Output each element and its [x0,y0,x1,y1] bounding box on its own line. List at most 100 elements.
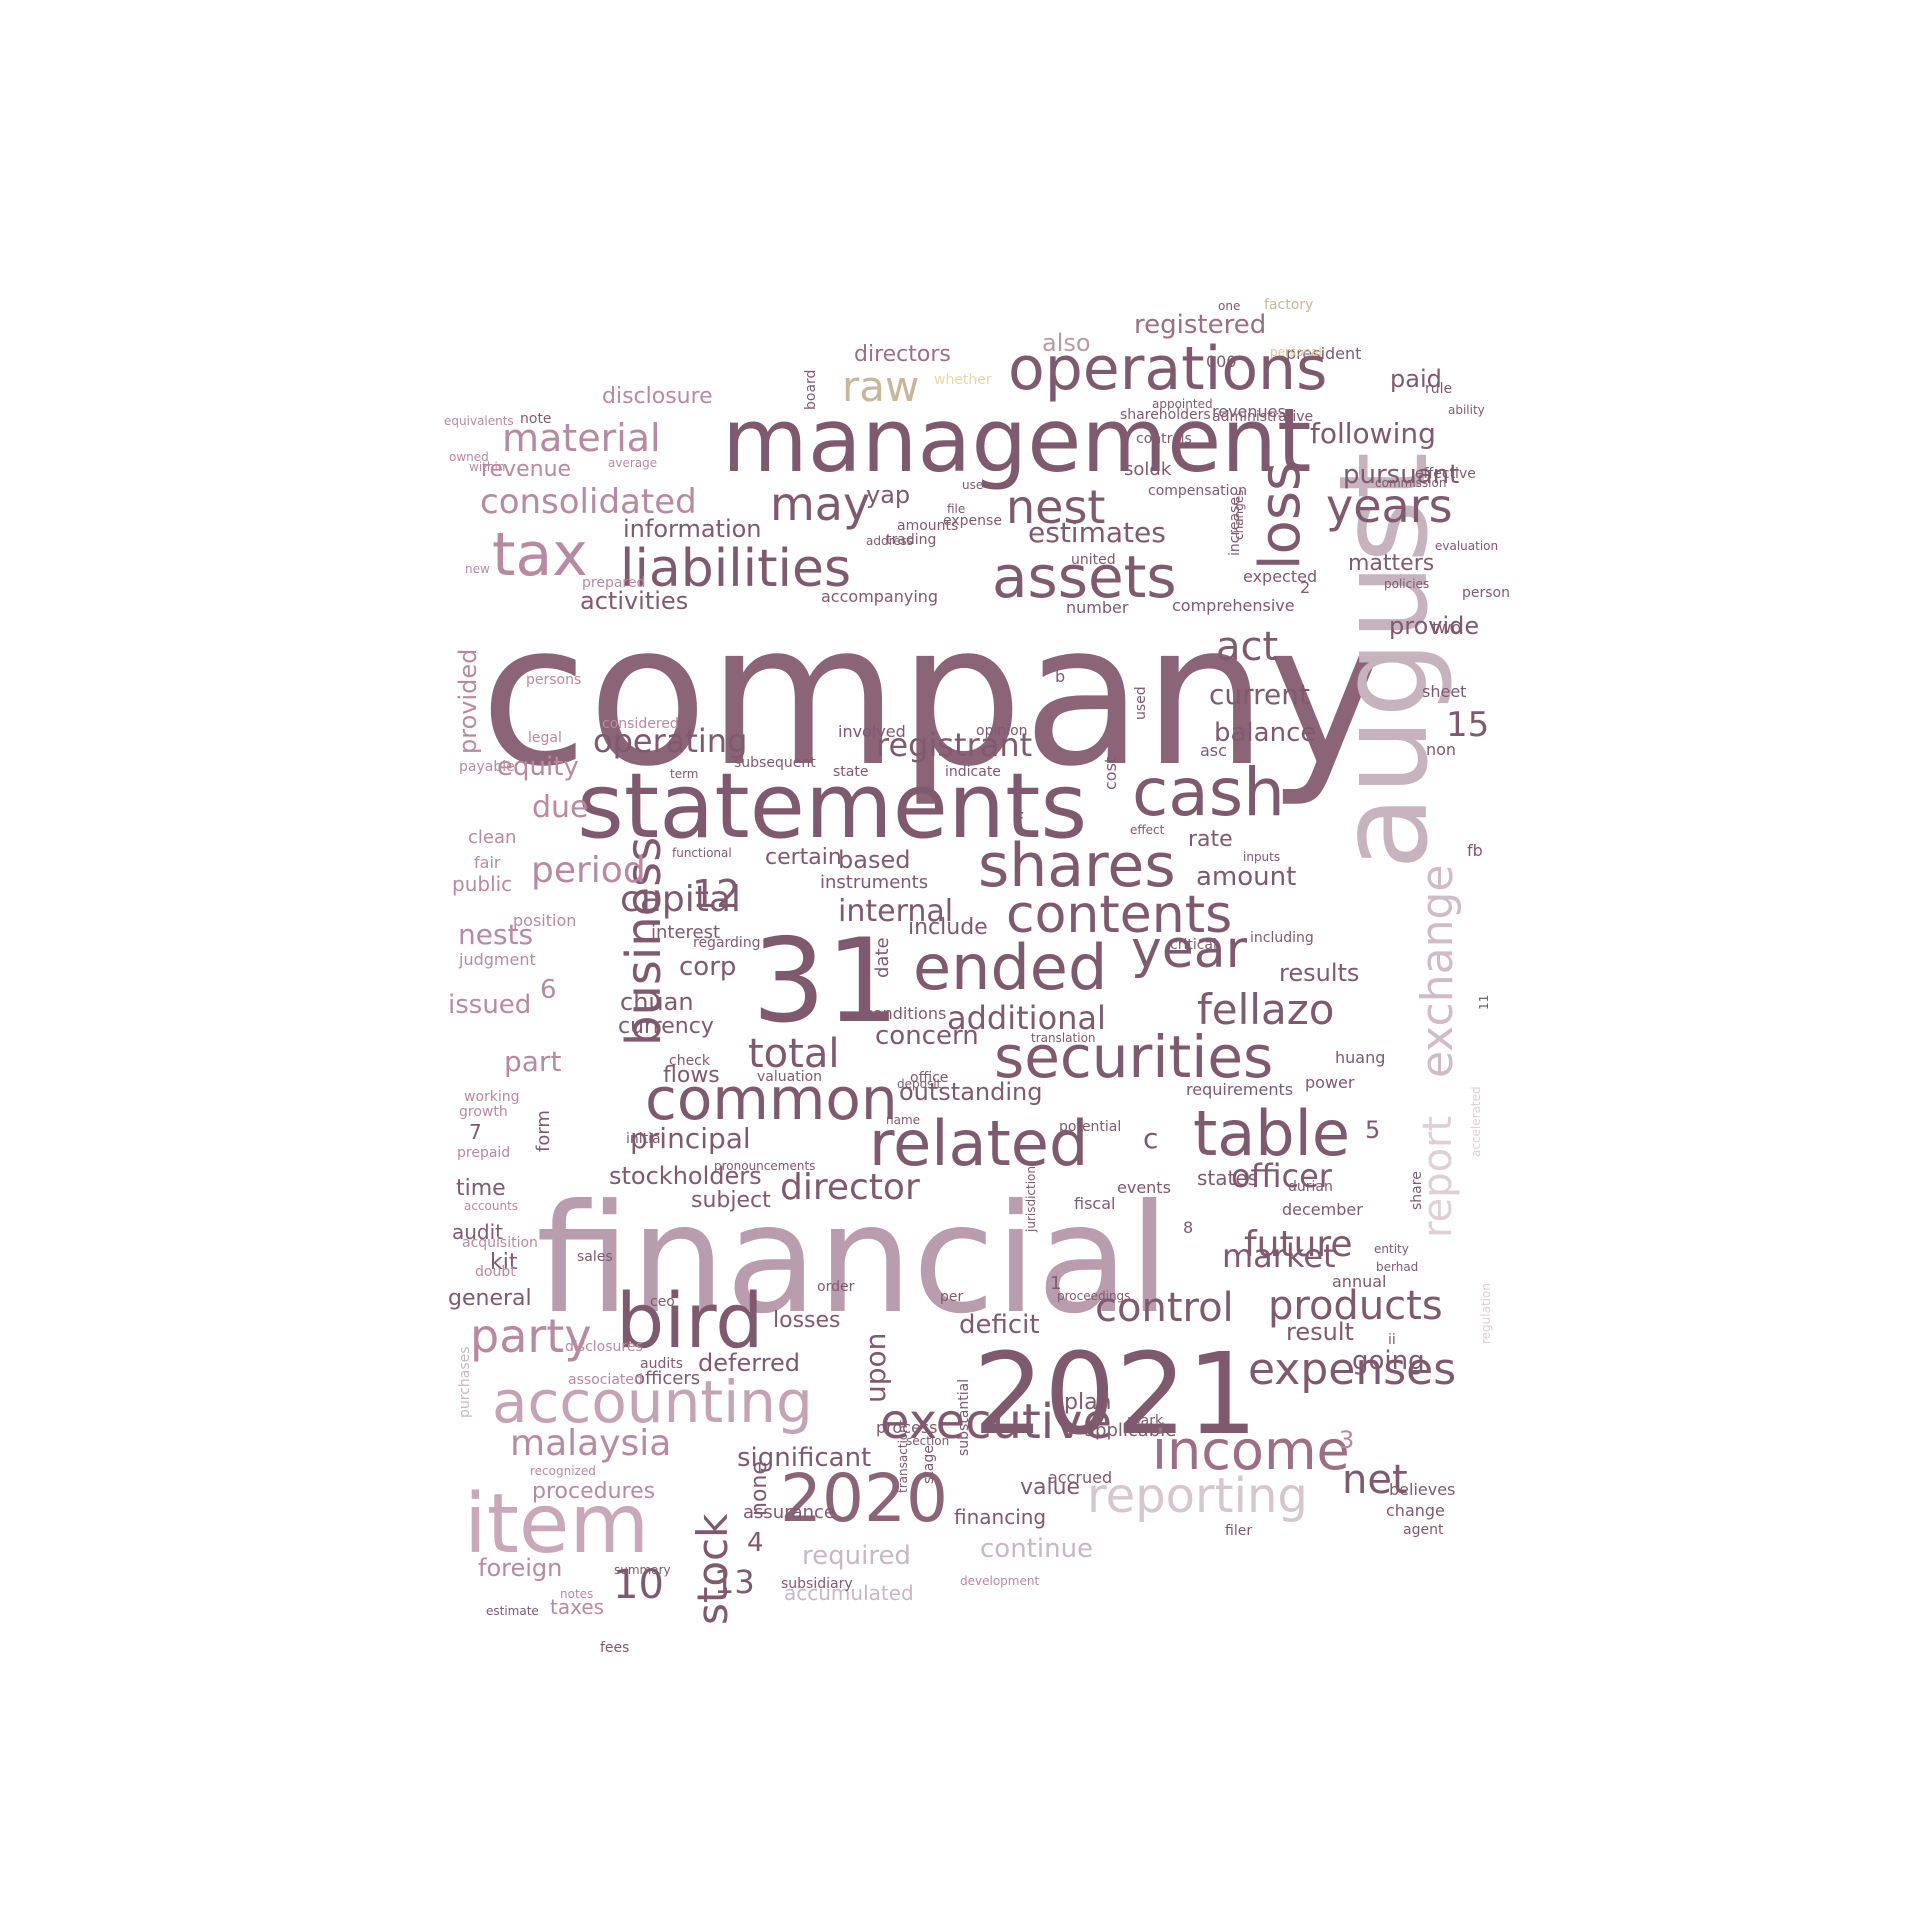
cloud-word: file [947,502,966,516]
cloud-word: accompanying [821,587,939,606]
cloud-word: market [1222,1237,1336,1275]
cloud-word: exchange [1412,864,1463,1079]
cloud-word: 3 [1339,1426,1355,1454]
cloud-word: persons [526,672,582,688]
cloud-word: executive [880,1394,1113,1450]
cloud-word: 6 [540,975,557,1005]
cloud-word: rule [1425,381,1453,397]
cloud-word: control [1095,1285,1234,1331]
cloud-word: time [456,1176,506,1201]
cloud-word: common [645,1065,898,1133]
cloud-word: securities [994,1023,1274,1091]
cloud-word: fellazo [1197,985,1335,1034]
cloud-word: act [1216,624,1279,670]
cloud-word: two [1432,618,1462,637]
cloud-word: accumulated [784,1581,914,1605]
cloud-word: critical [1170,937,1217,953]
cloud-word: doubt [475,1264,516,1280]
cloud-word: acquisition [462,1235,538,1251]
cloud-word: president [1286,344,1362,363]
cloud-word: result [1286,1318,1354,1346]
cloud-word: process [876,1418,938,1437]
cloud-word: compensation [1148,483,1247,499]
cloud-word: principal [630,1122,751,1155]
cloud-word: directors [854,342,951,367]
cloud-word: indicate [945,764,1001,780]
cloud-word: durian [1288,1179,1333,1195]
cloud-word: based [838,846,911,874]
cloud-word: associated [568,1372,643,1388]
cloud-word: deferred [698,1349,800,1377]
cloud-word: taxes [550,1595,605,1619]
cloud-word: fb [1467,841,1483,860]
cloud-word: financial [536,1173,1171,1347]
cloud-word: loss [1248,461,1313,570]
cloud-word: filer [1225,1523,1253,1539]
cloud-word: fair [474,853,501,872]
cloud-word: ceo [650,1294,675,1310]
cloud-word: equivalents [444,414,514,428]
cloud-word: products [1268,1283,1443,1329]
cloud-word: value [1020,1475,1081,1500]
cloud-word: 1 [1050,1273,1062,1294]
cloud-word: judgment [459,950,536,969]
cloud-word: shares [978,831,1176,901]
cloud-word: liabilities [620,539,852,599]
cloud-word: registered [1134,310,1267,340]
cloud-word: nest [1006,480,1106,534]
cloud-word: 4 [747,1528,764,1558]
cloud-word: material [502,416,661,460]
cloud-word: conditions [864,1004,947,1023]
cloud-word: average [608,456,658,470]
cloud-word: statements [577,754,1088,859]
cloud-word: may [770,477,871,531]
cloud-word: subsidiary [781,1576,853,1592]
cloud-word: cash [1132,754,1285,831]
cloud-word: raw [842,362,920,411]
cloud-word: audit [452,1220,504,1244]
cloud-word: capital [620,879,741,920]
cloud-word: soldk [1124,459,1172,480]
cloud-word: agent [1403,1522,1444,1538]
cloud-word: growth [459,1104,508,1120]
cloud-word: 2020 [780,1460,948,1537]
cloud-word: accounts [464,1199,519,1213]
cloud-word: provide [1389,612,1480,640]
cloud-word: transactions [896,1418,910,1493]
cloud-word: estimates [1028,516,1166,549]
cloud-word: shareholders [1120,407,1211,423]
cloud-word: share [1409,1171,1425,1210]
cloud-word: clean [468,827,517,848]
cloud-word: amounts [897,518,959,534]
cloud-word: item [464,1477,650,1572]
cloud-word: required [802,1541,911,1571]
cloud-word: pronouncements [714,1159,816,1173]
cloud-word: position [513,911,577,930]
cloud-word: order [817,1279,855,1295]
cloud-word: 2 [1300,578,1311,597]
cloud-word: nests [458,918,534,951]
cloud-word: annual [1332,1272,1387,1291]
cloud-word: recognized [530,1464,596,1478]
cloud-word: part [504,1045,562,1078]
cloud-word: section [906,1434,950,1448]
cloud-word: issued [448,990,532,1020]
cloud-word: net [1342,1457,1408,1503]
cloud-word: total [748,1031,840,1077]
cloud-word: use [962,478,984,492]
cloud-word: interest [651,922,721,943]
cloud-word: chuan [620,988,694,1016]
cloud-word: subject [691,1188,771,1213]
cloud-word: 2021 [973,1330,1259,1460]
cloud-word: commission [1375,476,1447,490]
cloud-word: regulation [1479,1283,1493,1344]
cloud-word: one [1218,299,1241,313]
cloud-word: bird [616,1276,764,1365]
cloud-word: reporting [1087,1468,1308,1524]
cloud-word: trading [886,532,937,548]
cloud-word: amount [1196,862,1297,892]
cloud-word: check [669,1053,710,1069]
cloud-word: ii [1388,1332,1396,1348]
cloud-word: potential [1059,1119,1122,1135]
